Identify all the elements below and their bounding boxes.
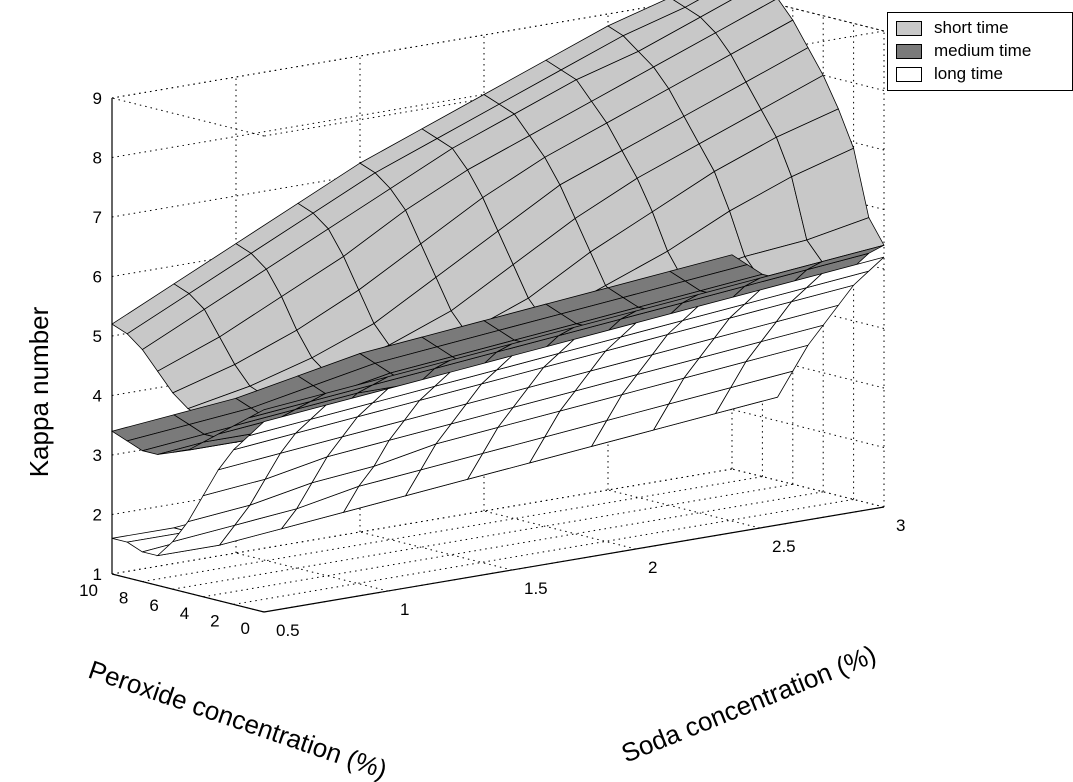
legend-label-short-time: short time xyxy=(934,18,1009,37)
legend-swatch-short-time xyxy=(896,20,922,36)
z-axis-label: Kappa number xyxy=(24,306,54,477)
z-tick-label: 2 xyxy=(93,506,102,525)
peroxide-axis-line xyxy=(111,573,265,613)
grid-line xyxy=(172,483,793,590)
grid-line xyxy=(731,349,885,389)
z-tick-label: 4 xyxy=(93,387,102,406)
grid-line xyxy=(731,409,885,448)
z-tick-label: 3 xyxy=(93,446,102,465)
peroxide-tick-label: 10 xyxy=(79,581,98,600)
grid-line xyxy=(731,468,885,508)
peroxide-tick-label: 4 xyxy=(180,604,189,623)
grid-line xyxy=(111,52,733,158)
box-edge xyxy=(111,97,265,137)
surface-patch xyxy=(699,0,776,34)
box-edge xyxy=(757,0,885,32)
peroxide-tick-label: 2 xyxy=(210,611,219,630)
z-tick-label: 6 xyxy=(93,268,102,287)
surface-long-time xyxy=(111,256,885,557)
peroxide-tick-label: 0 xyxy=(241,619,250,638)
grid-line xyxy=(359,531,513,571)
z-tick-label: 7 xyxy=(93,208,102,227)
axes xyxy=(111,98,885,613)
surface-patch xyxy=(684,0,733,18)
z-tick-label: 8 xyxy=(93,149,102,168)
grid-line xyxy=(111,468,733,575)
soda-tick-label: 0.5 xyxy=(276,621,300,640)
legend-swatch-medium-time xyxy=(896,43,922,59)
grid-line xyxy=(235,552,389,592)
box-edge xyxy=(111,0,694,99)
soda-tick-label: 1 xyxy=(400,600,409,619)
legend-item-medium-time: medium time xyxy=(896,40,1031,62)
soda-tick-label: 2 xyxy=(648,558,657,577)
grid-line xyxy=(607,489,761,529)
surface-patch xyxy=(806,256,885,288)
z-tick-label: 1 xyxy=(93,565,102,584)
grid-line xyxy=(142,476,763,583)
grid-line xyxy=(483,510,637,550)
legend-item-short-time: short time xyxy=(896,17,1009,39)
peroxide-tick-label: 6 xyxy=(149,596,158,615)
soda-axis-label: Soda concentration (%) xyxy=(617,639,880,769)
surfaces xyxy=(111,0,885,557)
soda-axis-line xyxy=(263,506,885,613)
z-tick-label: 5 xyxy=(93,327,102,346)
legend-label-long-time: long time xyxy=(934,64,1003,83)
soda-tick-label: 2.5 xyxy=(772,537,796,556)
legend-label-medium-time: medium time xyxy=(934,41,1032,60)
grid-line xyxy=(233,498,854,605)
peroxide-axis-label: Peroxide concentration (%) xyxy=(85,654,391,782)
soda-tick-label: 1.5 xyxy=(524,579,548,598)
peroxide-tick-label: 8 xyxy=(119,589,128,608)
legend-item-long-time: long time xyxy=(896,63,1003,85)
legend: short time medium time long time xyxy=(887,12,1073,91)
surface-patch xyxy=(806,244,885,271)
z-tick-label: 9 xyxy=(93,89,102,108)
grid-line xyxy=(203,491,824,598)
soda-tick-label: 3 xyxy=(896,516,905,535)
tick-labels: 1 2 3 4 5 6 7 8 9 0 2 4 6 8 10 0.5 1 1.5 2 2.5 3 xyxy=(79,89,905,640)
legend-swatch-long-time xyxy=(896,66,922,82)
surface-patch xyxy=(673,0,700,8)
